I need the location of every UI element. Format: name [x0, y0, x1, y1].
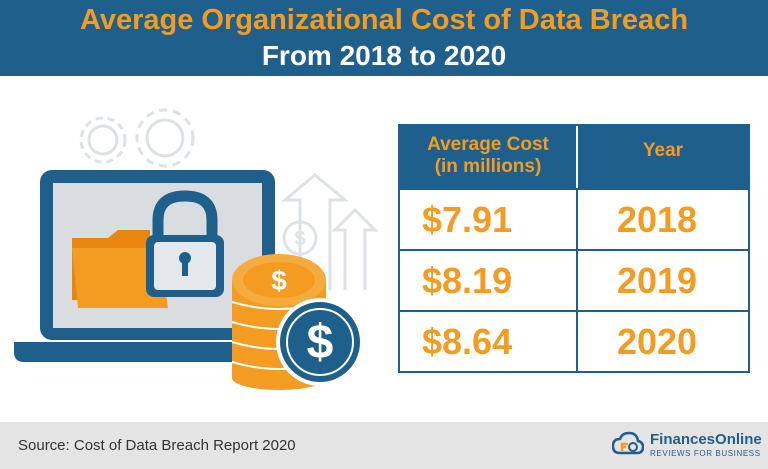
table-row: $7.91 2018: [400, 188, 748, 249]
coin-symbol: $: [271, 265, 287, 296]
dollar-coin-icon: $: [276, 298, 364, 386]
brand-tagline: REVIEWS FOR BUSINESS: [650, 449, 761, 458]
padlock-icon: [146, 190, 224, 297]
table-header: Average Cost (in millions) Year: [400, 126, 748, 188]
year-value-2018: 2018: [576, 190, 748, 249]
chart-title: Average Organizational Cost of Data Brea…: [79, 4, 689, 36]
data-breach-illustration: $ $ $: [14, 108, 379, 390]
footer: Source: Cost of Data Breach Report 2020 …: [0, 422, 768, 469]
column-header-cost: Average Cost (in millions): [400, 126, 576, 188]
upload-arrow-icon: $: [280, 173, 379, 290]
gear-icon: [79, 108, 195, 168]
column-header-year: Year: [576, 126, 748, 188]
cost-table: Average Cost (in millions) Year $7.91 20…: [398, 124, 750, 373]
source-text: Source: Cost of Data Breach Report 2020: [18, 437, 296, 454]
svg-text:$: $: [294, 228, 305, 250]
cloud-logo-icon: [611, 431, 645, 455]
column-header-cost-line1: Average Cost: [427, 134, 549, 155]
column-header-cost-line2: (in millions): [434, 156, 542, 177]
table-row: $8.19 2019: [400, 249, 748, 310]
chart-subtitle: From 2018 to 2020: [261, 40, 507, 71]
cost-value-2019: $8.19: [422, 260, 513, 301]
table-row: $8.64 2020: [400, 310, 748, 371]
header-banner: Average Organizational Cost of Data Brea…: [0, 0, 768, 76]
dollar-symbol: $: [307, 316, 334, 369]
folder-icon: [72, 230, 168, 308]
cost-value-2018: $7.91: [422, 199, 513, 240]
year-value-2020: 2020: [576, 312, 748, 371]
cost-value-2020: $8.64: [422, 321, 513, 362]
year-value-2019: 2019: [576, 251, 748, 310]
brand-logo[interactable]: FinancesOnline REVIEWS FOR BUSINESS: [611, 431, 762, 461]
brand-name: FinancesOnline: [650, 431, 762, 448]
